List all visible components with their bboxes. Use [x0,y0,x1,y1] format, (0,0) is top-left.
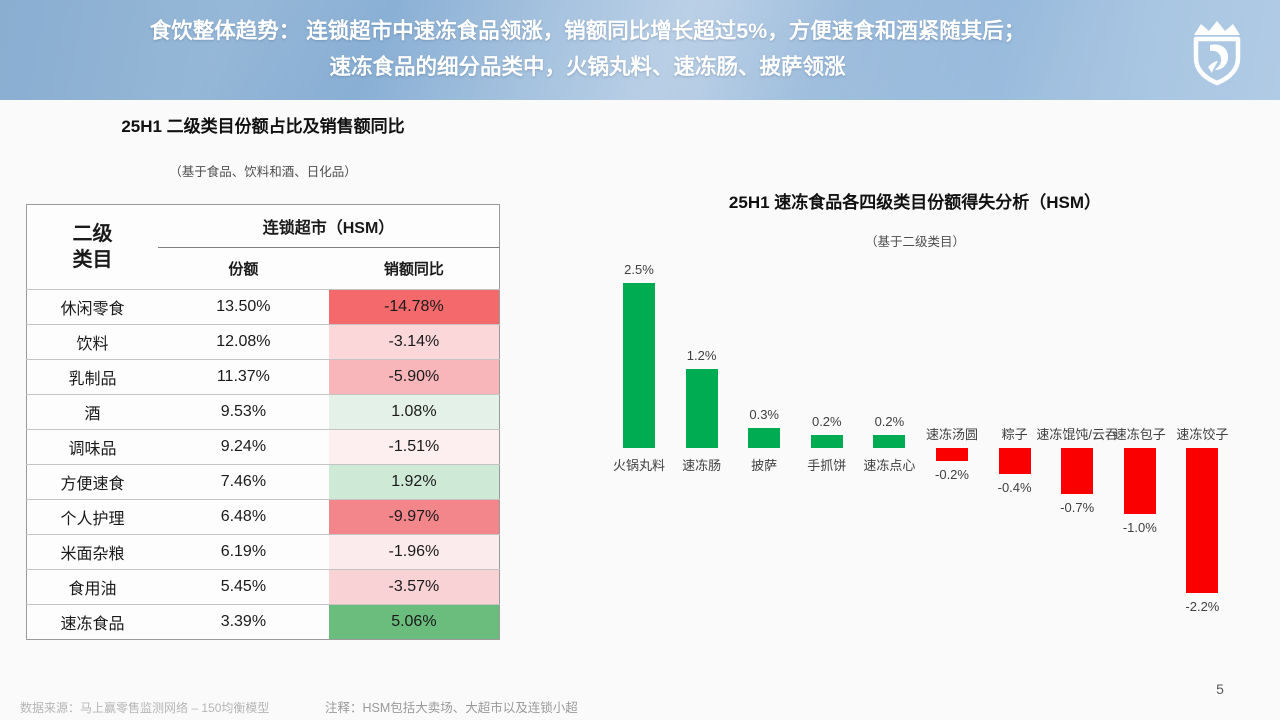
col-header-category-line1: 二级 [72,223,113,245]
bar-value-label: 1.2% [686,347,717,363]
table-row: 休闲零食 13.50% -14.78% [26,289,500,325]
chart-bar [1123,448,1156,514]
bar-value-label: 2.5% [624,262,654,277]
yoy-cell: -3.14% [328,324,500,360]
bar-value-label: 0.3% [749,407,779,423]
col-header-group: 连锁超市（HSM） [158,204,500,248]
banner-headline: 食饮整体趋势： 连锁超市中速冻食品领涨，销额同比增长超过5%，方便速食和酒紧随其… [0,13,1175,85]
share-cell: 3.39% [158,604,329,640]
bar-value-label: 0.2% [811,413,842,429]
col-header-share: 份额 [228,261,259,278]
share-cell: 9.24% [158,429,329,465]
yoy-cell: -1.96% [328,534,500,570]
bar-value-label: -0.2% [935,467,969,483]
category-cell: 酒 [26,394,158,430]
bar-category-label: 粽子 [1001,427,1028,442]
category-cell: 个人护理 [26,499,158,535]
col-header-yoy: 销额同比 [383,261,444,278]
table-row: 米面杂粮 6.19% -1.96% [26,534,500,570]
chart-bar [998,448,1031,475]
table-row: 调味品 9.24% -1.51% [26,429,500,465]
bar-chart: 2.5% 火锅丸料 1.2% 速冻肠 0.3% 披萨 0.2% 手抓饼 0.2% 速冻点心 -0.2… [595,255,1267,655]
share-cell: 6.19% [158,534,329,570]
share-cell: 9.53% [158,394,329,430]
col-header-category: 二级 类目 [27,205,159,290]
table-row: 食用油 5.45% -3.57% [26,569,500,605]
yoy-cell: 5.06% [328,604,500,640]
chart-bar [623,283,655,448]
bar-value-label: -0.4% [997,480,1032,496]
chart-bar [1186,448,1219,594]
table-row: 乳制品 11.37% -5.90% [26,359,500,395]
category-cell: 乳制品 [26,359,158,395]
footer-data-source: 数据来源：马上赢零售监测网络 – 150均衡模型 [20,701,270,715]
banner-line-1: 食饮整体趋势： 连锁超市中速冻食品领涨，销额同比增长超过5%，方便速食和酒紧随其… [149,19,1026,43]
chart-bar [1061,448,1094,495]
category-cell: 休闲零食 [26,289,158,325]
category-cell: 方便速食 [26,464,158,500]
bar-category-label: 披萨 [751,458,778,473]
share-cell: 12.08% [158,324,329,360]
bar-category-label: 速冻饺子 [1176,427,1229,442]
banner-line-2: 速冻食品的细分品类中，火锅丸料、速冻肠、披萨领涨 [329,55,846,79]
table-header: 二级 类目 连锁超市（HSM） 份额 销额同比 [27,204,500,290]
bar-category-label: 速冻肠 [682,458,722,473]
bar-value-label: -0.7% [1060,500,1095,516]
share-cell: 13.50% [158,289,329,325]
brand-logo-icon [1193,21,1241,86]
yoy-cell: 1.92% [328,464,500,500]
table-row: 饮料 12.08% -3.14% [26,324,500,360]
bar-category-label: 速冻汤圆 [925,427,978,442]
table-panel: 25H1 二级类目份额占比及销售额同比 （基于食品、饮料和酒、日化品） 二级 类… [26,112,500,640]
bar-value-label: 0.2% [874,413,905,429]
category-cell: 调味品 [26,429,158,465]
share-cell: 6.48% [158,499,329,535]
table-row: 个人护理 6.48% -9.97% [26,499,500,535]
bar-value-label: -2.2% [1185,599,1220,615]
yoy-cell: -14.78% [328,289,500,325]
chart-bar [748,428,781,448]
chart-bar [685,368,718,448]
yoy-cell: -9.97% [328,499,500,535]
yoy-cell: 1.08% [328,394,500,430]
share-cell: 11.37% [158,359,329,395]
chart-bar [873,434,906,448]
category-share-table: 二级 类目 连锁超市（HSM） 份额 销额同比 休闲零食 13.50% -14.78… [26,204,500,640]
bar-category-label: 火锅丸料 [612,458,665,473]
bar-category-label: 速冻包子 [1113,427,1166,442]
chart-subtitle: （基于二级类目） [864,235,965,249]
category-cell: 饮料 [26,324,158,360]
category-cell: 速冻食品 [26,604,158,640]
category-cell: 米面杂粮 [26,534,158,570]
yoy-cell: -3.57% [328,569,500,605]
header-banner: 食饮整体趋势： 连锁超市中速冻食品领涨，销额同比增长超过5%，方便速食和酒紧随其… [0,0,1280,100]
bar-category-label: 手抓饼 [807,458,847,473]
table-subtitle: （基于食品、饮料和酒、日化品） [169,165,357,179]
bar-category-label: 速冻点心 [863,458,916,473]
col-header-category-line2: 类目 [72,249,113,271]
table-row: 酒 9.53% 1.08% [26,394,500,430]
table-row: 方便速食 7.46% 1.92% [26,464,500,500]
bar-category-label: 速冻馄饨/云吞 [1036,427,1118,442]
chart-bar [810,434,843,448]
category-cell: 食用油 [26,569,158,605]
chart-title: 25H1 速冻食品各四级类目份额得失分析（HSM） [728,193,1102,212]
yoy-cell: -1.51% [328,429,500,465]
table-title: 25H1 二级类目份额占比及销售额同比 [121,117,405,136]
share-cell: 7.46% [158,464,329,500]
table-row: 速冻食品 3.39% 5.06% [26,604,500,640]
yoy-cell: -5.90% [328,359,500,395]
chart-bar [936,448,968,462]
bar-value-label: -1.0% [1122,520,1157,535]
share-cell: 5.45% [158,569,329,605]
footer-note: 注释：HSM包括大卖场、大超市以及连锁小超 [325,701,578,715]
table-body: 休闲零食 13.50% -14.78% 饮料 12.08% -3.14% 乳制品 11.37%… [26,289,500,640]
page-number: 5 [1216,681,1224,697]
